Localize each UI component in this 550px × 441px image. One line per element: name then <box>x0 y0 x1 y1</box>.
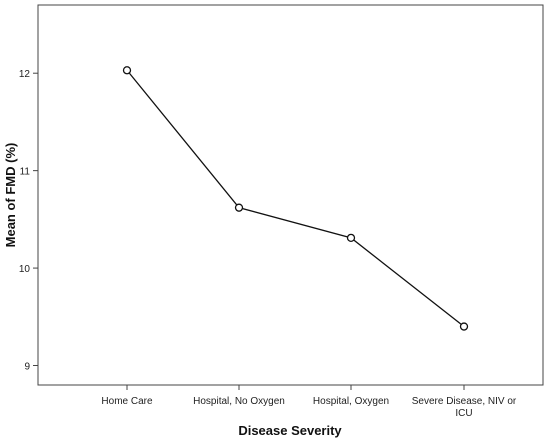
x-tick-label: Hospital, Oxygen <box>313 396 389 407</box>
x-tick-label-line: Hospital, Oxygen <box>313 396 389 407</box>
y-tick-label: 9 <box>24 362 30 373</box>
series-line <box>126 69 465 328</box>
data-point-4 <box>459 322 469 331</box>
data-point-2 <box>234 203 244 212</box>
y-axis-title: Mean of FMD (%) <box>3 143 18 248</box>
x-tick-label-line: Severe Disease, NIV or <box>412 396 517 407</box>
x-tick-label-line: Hospital, No Oxygen <box>193 396 285 407</box>
x-tick-label-line: ICU <box>455 408 472 419</box>
x-axis-title: Disease Severity <box>238 423 342 438</box>
data-point-1 <box>122 66 132 75</box>
x-tick-label-line: Home Care <box>101 396 153 407</box>
y-tick-label: 11 <box>20 167 31 178</box>
y-tick-label: 12 <box>19 69 31 80</box>
x-tick-label: Hospital, No Oxygen <box>193 396 285 407</box>
x-tick-label: Severe Disease, NIV or ICU <box>412 396 517 419</box>
data-points <box>122 66 469 331</box>
x-tick-label: Home Care <box>101 396 153 407</box>
data-point-3 <box>346 233 356 243</box>
x-axis: Home Care Hospital, No Oxygen Hospital, Ox… <box>101 385 517 419</box>
y-tick-label: 10 <box>19 264 31 275</box>
y-axis: 9 10 11 12 <box>19 69 38 373</box>
